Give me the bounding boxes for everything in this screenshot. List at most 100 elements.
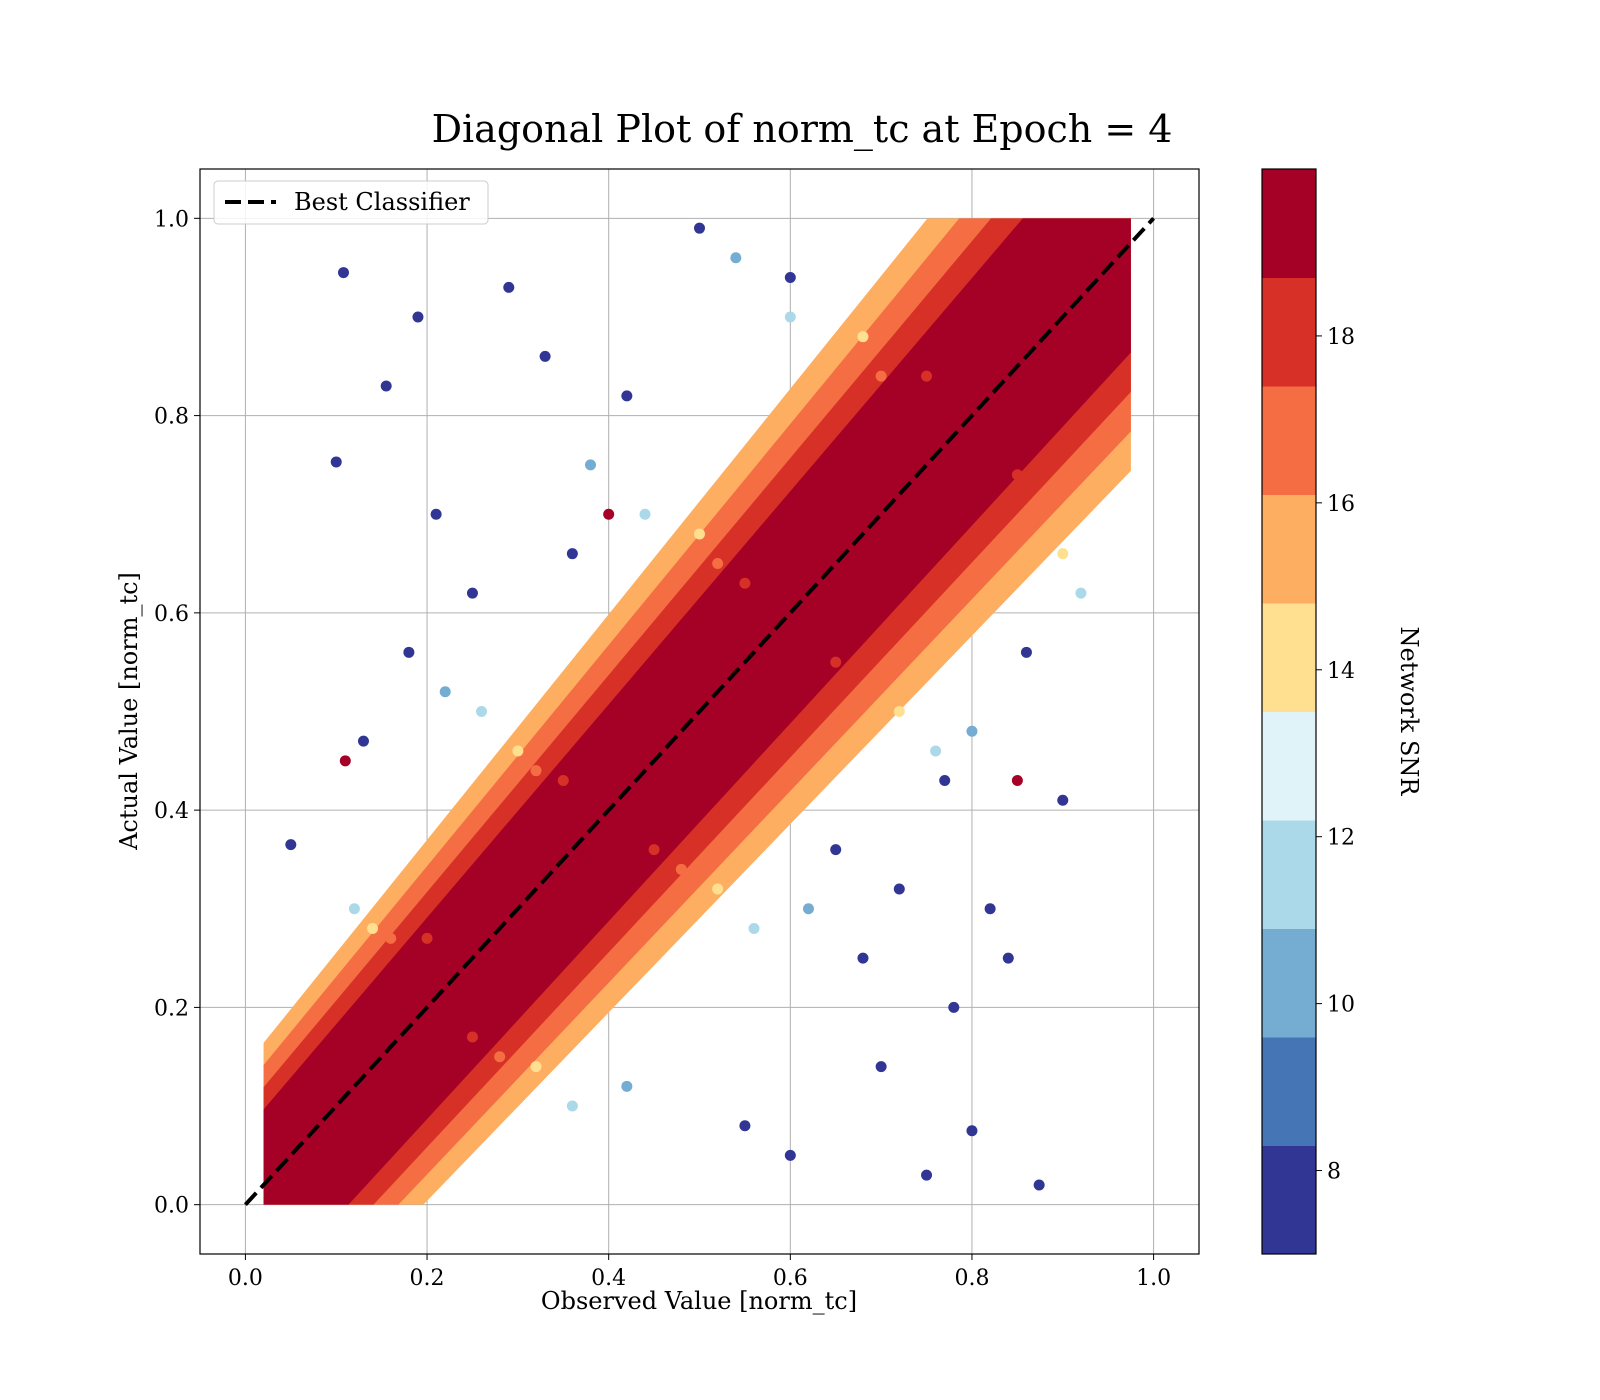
colorbar-segment xyxy=(1262,711,1316,821)
y-axis-label: Actual Value [norm_tc] xyxy=(115,572,143,851)
scatter-point xyxy=(712,883,724,895)
scatter-point xyxy=(476,706,488,717)
colorbar-tick-label: 18 xyxy=(1327,325,1355,350)
scatter-point xyxy=(921,1169,933,1181)
scatter-point xyxy=(712,558,724,570)
scatter-point xyxy=(430,508,442,520)
colorbar-segment xyxy=(1262,386,1316,495)
legend: Best Classifier xyxy=(213,180,489,225)
colorbar-segment xyxy=(1262,603,1316,712)
y-tick-label: 0.6 xyxy=(154,602,189,627)
y-axis-ticks: 0.0 0.2 0.4 0.6 0.8 1.0 xyxy=(154,207,200,1219)
scatter-point xyxy=(648,844,660,856)
colorbar-tick-label: 12 xyxy=(1327,826,1355,851)
scatter-point xyxy=(966,1125,978,1137)
plot-frame xyxy=(199,168,1200,1255)
scatter-point xyxy=(802,903,814,915)
scatter-point xyxy=(494,1051,506,1063)
scatter-point xyxy=(339,755,351,767)
scatter-point xyxy=(675,863,687,875)
scatter-point xyxy=(948,1001,960,1013)
scatter-point xyxy=(939,775,951,787)
colorbar-segment xyxy=(1262,277,1316,387)
colorbar-segment xyxy=(1262,494,1316,604)
scatter-point xyxy=(1011,775,1023,787)
colorbar-tick-label: 10 xyxy=(1327,993,1355,1018)
colorbar-ticks: 8 10 12 14 16 18 xyxy=(1316,325,1355,1185)
scatter-point xyxy=(1002,952,1014,964)
scatter-point xyxy=(530,1061,542,1073)
scatter-point xyxy=(348,903,360,915)
scatter-point xyxy=(539,350,551,362)
colorbar-frame xyxy=(1261,168,1317,1255)
scatter-point xyxy=(530,765,542,777)
scatter-point xyxy=(893,883,905,895)
scatter-point xyxy=(921,370,933,382)
scatter-point xyxy=(857,686,869,698)
colorbar xyxy=(1262,169,1316,1255)
scatter-point xyxy=(784,1149,796,1161)
scatter-point xyxy=(694,528,705,540)
scatter-point xyxy=(857,952,869,964)
x-tick-label: 1.0 xyxy=(1136,1266,1171,1291)
colorbar-segment xyxy=(1262,928,1316,1038)
scatter-point xyxy=(830,844,842,856)
scatter-point xyxy=(875,370,887,382)
scatter-point xyxy=(330,456,342,468)
x-tick-label: 0.6 xyxy=(773,1266,808,1291)
scatter-point xyxy=(1011,469,1023,481)
scatter-point xyxy=(412,311,424,323)
scatter-point xyxy=(830,656,842,668)
scatter-point xyxy=(512,745,524,757)
scatter-point xyxy=(337,267,349,279)
y-tick-label: 0.8 xyxy=(154,405,189,430)
scatter-point xyxy=(621,1080,633,1092)
scatter-point xyxy=(893,706,905,717)
scatter-point xyxy=(367,923,379,934)
x-tick-label: 0.2 xyxy=(410,1266,445,1291)
scatter-point xyxy=(748,923,760,934)
scatter-point xyxy=(439,686,451,698)
scatter-point xyxy=(930,745,942,757)
colorbar-tick-label: 16 xyxy=(1327,492,1355,517)
x-tick-label: 0.4 xyxy=(591,1266,626,1291)
scatter-point xyxy=(503,281,515,293)
scatter-point xyxy=(557,775,569,787)
colorbar-segment xyxy=(1262,820,1316,929)
scatter-point xyxy=(1020,646,1032,658)
scatter-point xyxy=(966,725,978,737)
legend-box xyxy=(213,180,489,225)
scatter-point xyxy=(730,252,742,264)
chart-title: Diagonal Plot of norm_tc at Epoch = 4 xyxy=(432,107,1173,152)
scatter-point xyxy=(603,508,615,520)
scatter-point xyxy=(739,577,751,589)
x-axis-ticks: 0.0 0.2 0.4 0.6 0.8 1.0 xyxy=(228,1254,1171,1291)
scatter-point xyxy=(466,587,478,599)
x-tick-label: 0.8 xyxy=(954,1266,989,1291)
x-tick-label: 0.0 xyxy=(228,1266,263,1291)
x-axis-label: Observed Value [norm_tc] xyxy=(541,1287,857,1315)
scatter-point xyxy=(694,222,705,234)
scatter-point xyxy=(1039,489,1051,500)
scatter-point xyxy=(784,311,796,323)
legend-label: Best Classifier xyxy=(294,188,470,216)
scatter-point xyxy=(857,331,869,343)
scatter-point xyxy=(739,1120,751,1132)
colorbar-segment xyxy=(1262,1145,1316,1255)
scatter-point xyxy=(380,380,392,392)
y-tick-label: 0.0 xyxy=(154,1194,189,1219)
colorbar-tick-label: 8 xyxy=(1327,1160,1341,1185)
scatter-point xyxy=(984,903,996,915)
scatter-point xyxy=(1057,794,1069,806)
colorbar-segment xyxy=(1262,169,1316,278)
scatter-point xyxy=(1057,548,1069,560)
scatter-point xyxy=(739,755,751,767)
scatter-point xyxy=(585,459,597,471)
scatter-point xyxy=(1033,1179,1045,1191)
best-classifier-line xyxy=(243,216,1156,1207)
scatter-point xyxy=(285,839,297,851)
scatter-point xyxy=(621,390,633,402)
scatter-point xyxy=(566,548,578,560)
colorbar-label: Network SNR xyxy=(1395,627,1423,797)
